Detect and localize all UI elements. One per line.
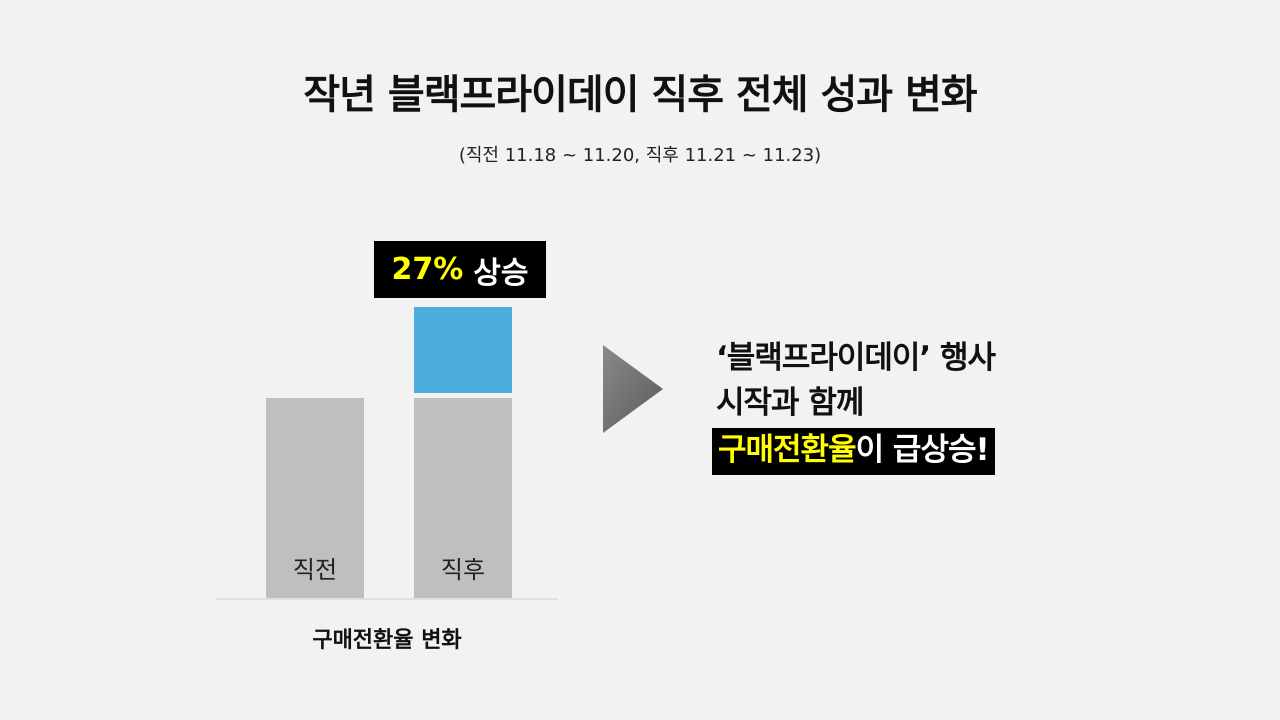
increase-percent: 27% bbox=[391, 252, 464, 287]
bar-after bbox=[414, 398, 512, 598]
page-title: 작년 블랙프라이데이 직후 전체 성과 변화 bbox=[303, 72, 977, 118]
bar-before bbox=[266, 398, 364, 598]
increase-label: 상승 bbox=[473, 255, 529, 291]
x-axis-label: 구매전환율 변화 bbox=[312, 628, 462, 653]
message: ‘블랙프라이데이’ 행사 시작과 함께 구매전환율이 급상승! bbox=[712, 336, 996, 475]
category-label: 직후 bbox=[441, 556, 485, 584]
play-triangle-icon bbox=[603, 345, 663, 433]
message-line-1: ‘블랙프라이데이’ 행사 bbox=[716, 340, 996, 376]
increase-badge: 27% 상승 bbox=[374, 241, 546, 298]
category-label: 직전 bbox=[293, 556, 337, 584]
message-line-3: 이 급상승! bbox=[855, 432, 990, 468]
message-highlight-box: 구매전환율이 급상승! bbox=[712, 428, 995, 475]
message-highlight: 구매전환율 bbox=[718, 432, 857, 468]
message-line-2: 시작과 함께 bbox=[716, 385, 864, 421]
bar-after-increase bbox=[414, 307, 512, 393]
page-subtitle: (직전 11.18 ~ 11.20, 직후 11.21 ~ 11.23) bbox=[458, 145, 822, 166]
